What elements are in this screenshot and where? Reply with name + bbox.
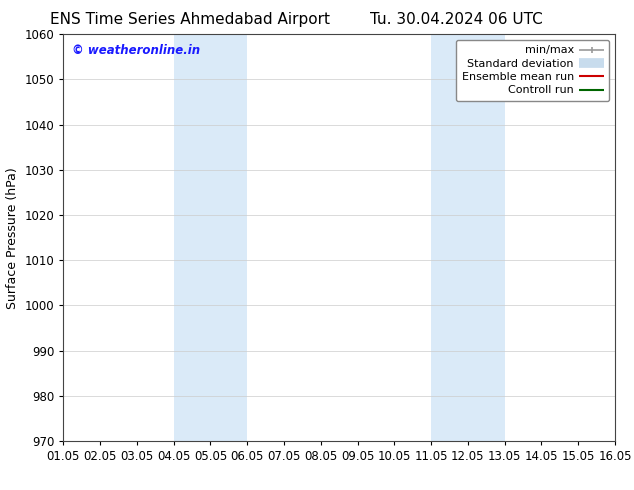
Bar [431, 34, 505, 441]
Bar [174, 34, 247, 441]
Text: Tu. 30.04.2024 06 UTC: Tu. 30.04.2024 06 UTC [370, 12, 543, 27]
Legend: min/max, Standard deviation, Ensemble mean run, Controll run: min/max, Standard deviation, Ensemble me… [456, 40, 609, 101]
Text: ENS Time Series Ahmedabad Airport: ENS Time Series Ahmedabad Airport [50, 12, 330, 27]
Y-axis label: Surface Pressure (hPa): Surface Pressure (hPa) [6, 167, 19, 309]
Text: © weatheronline.in: © weatheronline.in [72, 45, 200, 57]
